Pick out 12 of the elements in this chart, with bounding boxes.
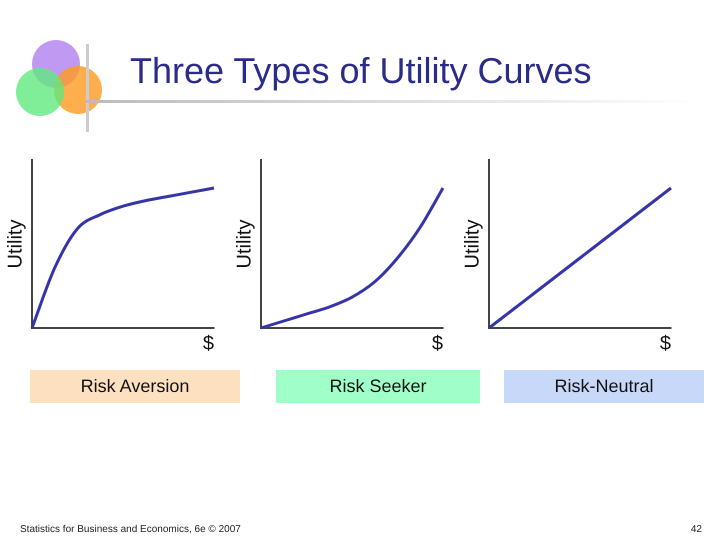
text: Risk Aversion <box>30 370 240 403</box>
y-axis-title: Utility <box>234 220 256 268</box>
text: Statistics for Business and Economics, 6e © 2007 <box>20 524 241 535</box>
x-axis-title: $ <box>432 332 443 355</box>
y-axis-title: Utility <box>462 220 484 268</box>
text: Three Types of Utility Curves <box>130 50 592 92</box>
y-axis-title: Utility <box>4 220 27 268</box>
text: 42 <box>690 524 702 535</box>
x-axis-title: $ <box>660 332 671 355</box>
text: Risk-Neutral <box>504 370 704 403</box>
x-axis-title: $ <box>202 332 214 355</box>
text: Risk Seeker <box>276 370 480 403</box>
